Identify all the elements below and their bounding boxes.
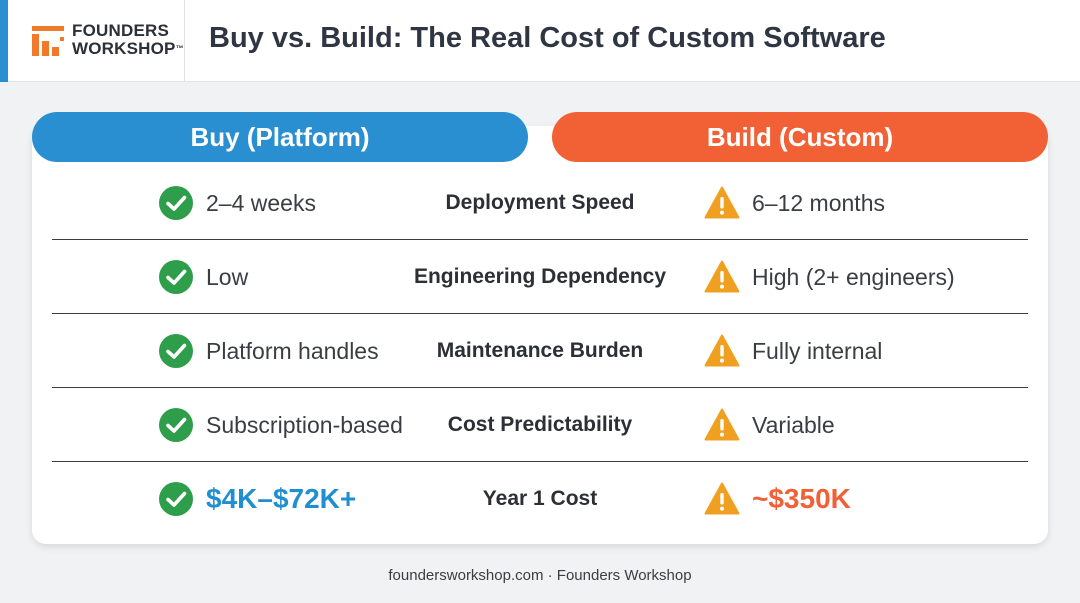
page-title: Buy vs. Build: The Real Cost of Custom S… (209, 22, 886, 54)
buy-cell: Subscription-based (158, 388, 403, 462)
build-cell: 6–12 months (704, 166, 885, 240)
buy-value: Subscription-based (206, 411, 403, 438)
comparison-row: 2–4 weeks Deployment Speed 6–12 months (52, 166, 1028, 240)
row-divider (52, 312, 1028, 314)
check-circle-icon (158, 185, 194, 221)
comparison-row: $4K–$72K+ Year 1 Cost ~$350K (52, 462, 1028, 536)
row-divider (52, 460, 1028, 462)
buy-value: Platform handles (206, 337, 379, 364)
comparison-row: Low Engineering Dependency High (2+ engine… (52, 240, 1028, 314)
buy-cell: $4K–$72K+ (158, 462, 356, 536)
build-column-header: Build (Custom) (552, 112, 1048, 162)
build-cell: High (2+ engineers) (704, 240, 955, 314)
header: FOUNDERS WORKSHOP™ Buy vs. Build: The Re… (0, 0, 1080, 82)
check-circle-icon (158, 407, 194, 443)
warning-triangle-icon (704, 481, 740, 517)
warning-triangle-icon (704, 259, 740, 295)
build-value: ~$350K (752, 483, 851, 514)
metric-label: Maintenance Burden (436, 339, 644, 362)
metric-label: Year 1 Cost (482, 487, 598, 510)
build-value: Variable (752, 411, 835, 438)
build-cell: ~$350K (704, 462, 851, 536)
warning-triangle-icon (704, 185, 740, 221)
footer: foundersworkshop.com · Founders Workshop (388, 567, 692, 584)
comparison-card (32, 126, 1048, 544)
row-divider (52, 238, 1028, 240)
check-circle-icon (158, 333, 194, 369)
buy-value: $4K–$72K+ (206, 483, 357, 514)
logo-wordmark: FOUNDERS WORKSHOP™ (72, 21, 184, 58)
build-value: 6–12 months (752, 189, 885, 216)
metric-label: Cost Predictability (447, 413, 633, 436)
warning-triangle-icon (704, 333, 740, 369)
comparison-row: Subscription-based Cost Predictability Var… (52, 388, 1028, 462)
buy-column-header: Buy (Platform) (32, 112, 528, 162)
logo: FOUNDERS WORKSHOP™ (30, 21, 184, 61)
check-circle-icon (158, 259, 194, 295)
build-cell: Variable (704, 388, 835, 462)
header-divider (184, 0, 185, 82)
buy-cell: Platform handles (158, 314, 379, 388)
metric-label: Deployment Speed (445, 191, 635, 214)
header-accent-bar (0, 0, 8, 82)
build-value: High (2+ engineers) (752, 263, 955, 290)
check-circle-icon (158, 481, 194, 517)
buy-value: Low (206, 263, 249, 290)
buy-cell: 2–4 weeks (158, 166, 316, 240)
build-cell: Fully internal (704, 314, 882, 388)
logo-bars-icon (32, 26, 64, 56)
warning-triangle-icon (704, 407, 740, 443)
buy-cell: Low (158, 240, 248, 314)
row-divider (52, 386, 1028, 388)
build-value: Fully internal (752, 337, 883, 364)
comparison-row: Platform handles Maintenance Burden Fully … (52, 314, 1028, 388)
metric-label: Engineering Dependency (413, 265, 667, 288)
buy-value: 2–4 weeks (206, 189, 316, 216)
